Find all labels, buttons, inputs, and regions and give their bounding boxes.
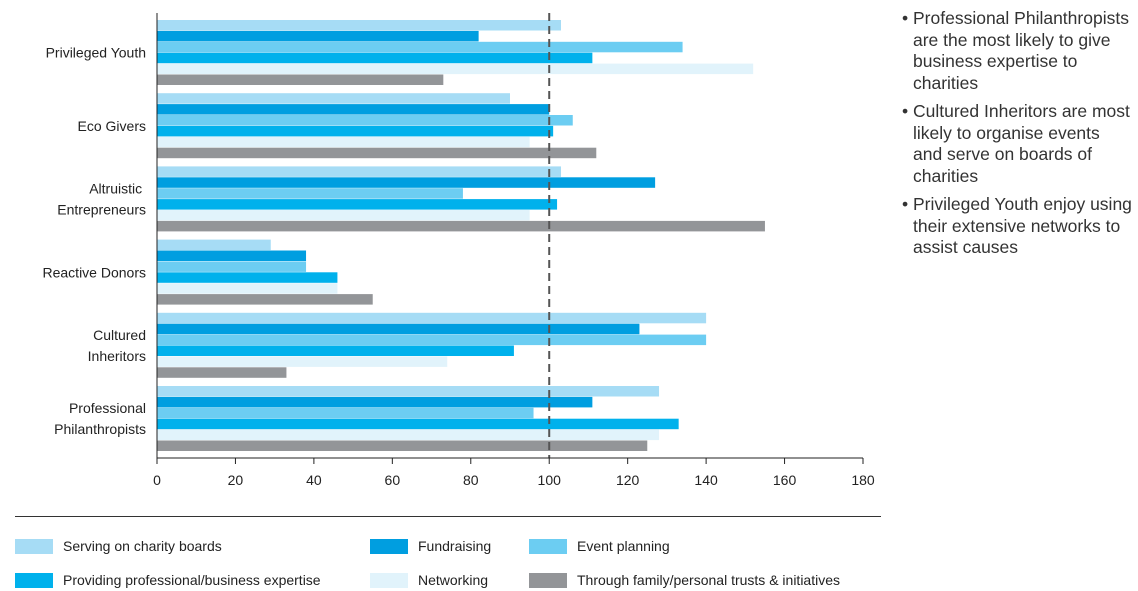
x-tick-label-0: 0 <box>153 472 161 488</box>
bar-professional-philanthropists-serving-on-charity-boards <box>157 386 660 397</box>
legend-divider <box>15 516 881 517</box>
category-label-cultured-inheritors: Cultured Inheritors <box>88 327 146 364</box>
legend-item-business-expertise: Providing professional/business expertis… <box>15 572 321 588</box>
legend-swatch <box>370 572 408 588</box>
legend-label: Providing professional/business expertis… <box>63 572 321 588</box>
x-tick-label-140: 140 <box>694 472 718 488</box>
legend-label: Networking <box>418 572 489 588</box>
category-label-altruistic-entrepreneurs: Altruistic Entrepreneurs <box>57 181 146 218</box>
bar-altruistic-entrepreneurs-networking <box>157 210 530 221</box>
bar-reactive-donors-serving-on-charity-boards <box>157 239 271 251</box>
legend-label: Fundraising <box>418 538 492 554</box>
x-tick-label-40: 40 <box>306 472 322 488</box>
category-label-professional-philanthropists: Professional Philanthropists <box>54 400 146 437</box>
bar-altruistic-entrepreneurs-event-planning <box>157 188 463 199</box>
x-tick-label-180: 180 <box>851 472 875 488</box>
finding-item: Privileged Youth enjoy using their exten… <box>900 194 1132 259</box>
bar-altruistic-entrepreneurs-serving-on-charity-boards <box>157 166 561 177</box>
bar-reactive-donors-providing-professional-business-expertise <box>157 272 338 283</box>
bar-altruistic-entrepreneurs-through-family-personal-trusts-initiatives <box>157 220 765 232</box>
bar-altruistic-entrepreneurs-fundraising <box>157 177 656 188</box>
bar-privileged-youth-providing-professional-business-expertise <box>157 52 593 64</box>
legend-item-serving-on-charity-boards: Serving on charity boards <box>15 538 222 554</box>
legend-item-family-trusts: Through family/personal trusts & initiat… <box>529 572 840 588</box>
bar-cultured-inheritors-networking <box>157 356 448 367</box>
legend-label: Through family/personal trusts & initiat… <box>577 572 840 588</box>
legend-swatch <box>529 572 567 588</box>
x-tick-label-120: 120 <box>616 472 640 488</box>
bar-privileged-youth-through-family-personal-trusts-initiatives <box>157 74 444 85</box>
bar-altruistic-entrepreneurs-providing-professional-business-expertise <box>157 199 558 210</box>
bar-reactive-donors-through-family-personal-trusts-initiatives <box>157 294 373 305</box>
bar-professional-philanthropists-networking <box>157 429 660 441</box>
x-tick-label-20: 20 <box>228 472 244 488</box>
legend-item-fundraising: Fundraising <box>370 538 491 554</box>
bar-professional-philanthropists-providing-professional-business-expertise <box>157 418 679 430</box>
bar-cultured-inheritors-providing-professional-business-expertise <box>157 345 514 356</box>
x-tick-label-160: 160 <box>773 472 797 488</box>
finding-item: Professional Philanthropists are the mos… <box>900 8 1132 94</box>
bar-eco-givers-event-planning <box>157 115 573 126</box>
bar-privileged-youth-serving-on-charity-boards <box>157 20 561 31</box>
bar-privileged-youth-networking <box>157 63 754 75</box>
bar-reactive-donors-networking <box>157 283 338 294</box>
bar-chart: Privileged Youth Eco Givers Altruistic Ent… <box>43 13 875 488</box>
category-labels: Privileged Youth Eco Givers Altruistic Ent… <box>43 45 147 438</box>
category-label-reactive-donors: Reactive Donors <box>43 264 147 280</box>
bar-professional-philanthropists-fundraising <box>157 396 593 408</box>
category-label-eco-givers: Eco Givers <box>78 118 146 134</box>
legend-label: Event planning <box>577 538 670 554</box>
x-tick-label-80: 80 <box>463 472 479 488</box>
bar-professional-philanthropists-through-family-personal-trusts-initiatives <box>157 440 648 451</box>
bar-cultured-inheritors-event-planning <box>157 334 707 346</box>
key-findings-list: Professional Philanthropists are the mos… <box>900 8 1132 266</box>
finding-item: Cultured Inheritors are most likely to o… <box>900 101 1132 187</box>
legend-swatch <box>15 572 53 588</box>
bar-privileged-youth-fundraising <box>157 30 479 42</box>
legend-item-networking: Networking <box>370 572 488 588</box>
x-axis-ticks: 0 20 40 60 80 100 120 140 160 180 <box>153 458 875 488</box>
legend-label: Serving on charity boards <box>63 538 222 554</box>
x-tick-label-60: 60 <box>385 472 401 488</box>
bar-professional-philanthropists-event-planning <box>157 407 534 419</box>
legend-swatch <box>529 538 567 554</box>
legend-swatch <box>370 538 408 554</box>
bar-eco-givers-fundraising <box>157 104 550 115</box>
bar-privileged-youth-event-planning <box>157 41 683 53</box>
bar-eco-givers-networking <box>157 136 530 148</box>
bar-cultured-inheritors-fundraising <box>157 323 640 335</box>
bar-cultured-inheritors-serving-on-charity-boards <box>157 312 707 324</box>
legend-swatch <box>15 538 53 554</box>
bar-eco-givers-serving-on-charity-boards <box>157 93 510 104</box>
category-label-privileged-youth: Privileged Youth <box>46 45 146 61</box>
bar-reactive-donors-fundraising <box>157 250 307 261</box>
bar-eco-givers-providing-professional-business-expertise <box>157 125 554 137</box>
bar-reactive-donors-event-planning <box>157 261 307 272</box>
x-tick-label-100: 100 <box>538 472 562 488</box>
bar-cultured-inheritors-through-family-personal-trusts-initiatives <box>157 367 287 378</box>
bars-group <box>157 20 765 451</box>
legend-item-event-planning: Event planning <box>529 538 670 554</box>
bar-eco-givers-through-family-personal-trusts-initiatives <box>157 147 597 159</box>
